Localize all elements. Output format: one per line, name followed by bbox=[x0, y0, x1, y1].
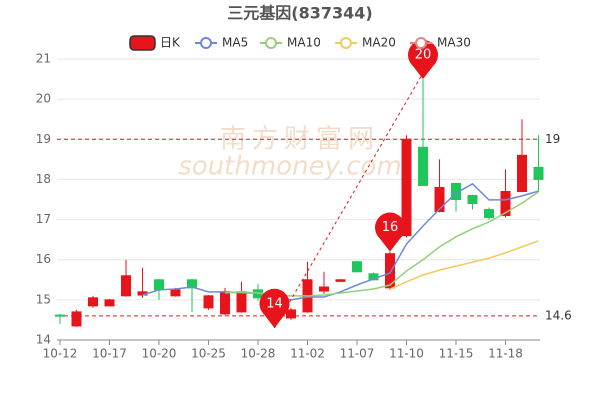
pin-label: 20 bbox=[415, 48, 432, 63]
ma-line bbox=[142, 182, 539, 301]
candle-body bbox=[352, 261, 362, 273]
candle-body bbox=[484, 209, 494, 219]
y-tick-label: 19 bbox=[36, 132, 51, 146]
candle-body bbox=[154, 279, 164, 291]
legend-swatch bbox=[340, 37, 352, 49]
candle-body bbox=[88, 297, 98, 307]
legend-swatch bbox=[415, 37, 427, 49]
candle-body bbox=[401, 138, 412, 237]
x-tick-label: 10-20 bbox=[142, 347, 177, 361]
legend-label: MA30 bbox=[437, 36, 471, 50]
pin-label: 14 bbox=[266, 296, 283, 311]
pin-marker bbox=[408, 39, 439, 80]
candle-body bbox=[187, 279, 197, 289]
ma-line bbox=[224, 191, 539, 297]
y-tick-label: 16 bbox=[36, 252, 51, 266]
x-tick-label: 10-12 bbox=[43, 347, 78, 361]
candle-body bbox=[71, 311, 82, 327]
pin-label: 16 bbox=[382, 220, 399, 235]
y-tick-label: 15 bbox=[36, 292, 51, 306]
candle-body bbox=[434, 186, 445, 213]
x-tick-label: 10-25 bbox=[191, 347, 226, 361]
legend-label: 日K bbox=[160, 36, 181, 50]
chart-title: 三元基因(837344) bbox=[227, 4, 372, 23]
candle-body bbox=[467, 194, 478, 205]
candle-body bbox=[55, 314, 65, 317]
legend-label: MA5 bbox=[222, 36, 248, 50]
candle-body bbox=[236, 291, 247, 313]
legend-swatch bbox=[265, 37, 277, 49]
reference-label: 19 bbox=[545, 132, 560, 146]
watermark: southmoney.com bbox=[178, 152, 401, 182]
candle-body bbox=[286, 309, 296, 319]
x-tick-label: 11-02 bbox=[290, 347, 325, 361]
candle-body bbox=[500, 190, 511, 217]
x-tick-label: 11-18 bbox=[488, 347, 523, 361]
y-tick-label: 17 bbox=[36, 212, 51, 226]
legend-label: MA20 bbox=[362, 36, 396, 50]
y-tick-label: 21 bbox=[36, 52, 51, 66]
candle-body bbox=[385, 253, 395, 289]
ma-line bbox=[389, 240, 539, 290]
candle-body bbox=[121, 275, 131, 297]
candle-body bbox=[203, 295, 214, 309]
y-tick-label: 18 bbox=[36, 172, 51, 186]
candle-body bbox=[104, 299, 115, 307]
x-tick-label: 10-28 bbox=[241, 347, 276, 361]
candle-body bbox=[418, 146, 428, 186]
y-tick-label: 14 bbox=[36, 333, 51, 347]
x-tick-label: 11-07 bbox=[340, 347, 375, 361]
candle-body bbox=[319, 286, 329, 292]
pin-marker bbox=[259, 288, 290, 328]
legend-swatch bbox=[200, 37, 212, 49]
candle-body bbox=[170, 289, 181, 297]
pin-marker bbox=[374, 212, 405, 252]
reference-label: 14.6 bbox=[545, 308, 572, 322]
trend-line bbox=[274, 72, 424, 329]
candle-body bbox=[517, 154, 527, 192]
candle-body bbox=[533, 166, 544, 180]
x-tick-label: 11-10 bbox=[389, 347, 424, 361]
candle-body bbox=[451, 182, 461, 200]
x-tick-label: 10-17 bbox=[92, 347, 127, 361]
legend-label: MA10 bbox=[287, 36, 321, 50]
legend-swatch bbox=[129, 35, 156, 51]
candle-body bbox=[335, 279, 346, 282]
y-tick-label: 20 bbox=[36, 92, 51, 106]
x-tick-label: 11-15 bbox=[439, 347, 474, 361]
candle-body bbox=[220, 291, 230, 315]
